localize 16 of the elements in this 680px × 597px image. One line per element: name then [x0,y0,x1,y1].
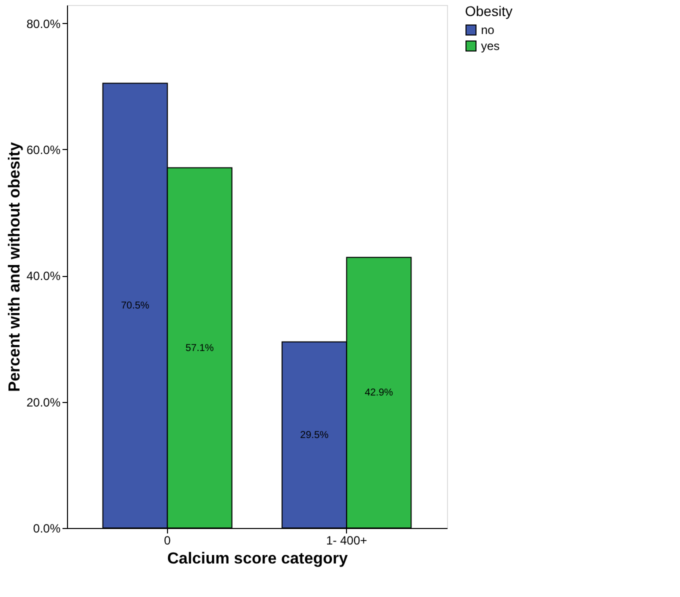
data-label: 57.1% [185,342,214,354]
x-tick-label: 0 [164,534,172,548]
legend-label: no [481,23,495,37]
legend-label: yes [481,39,500,53]
data-label: 42.9% [364,388,394,399]
y-axis-title: Percent with and without obesity [6,142,24,392]
y-tick-label: 40.0% [26,269,61,284]
y-tick-label: 60.0% [26,142,61,157]
y-tick-label: 80.0% [26,16,61,31]
x-axis-title: Calcium score category [167,550,348,568]
legend-title: Obesity [465,3,512,19]
y-tick-label: 0.0% [33,522,61,536]
x-tick-label: 1- 400+ [326,534,368,548]
data-label: 70.5% [120,300,150,312]
y-tick-label: 20.0% [26,395,61,410]
data-label: 29.5% [300,430,329,441]
